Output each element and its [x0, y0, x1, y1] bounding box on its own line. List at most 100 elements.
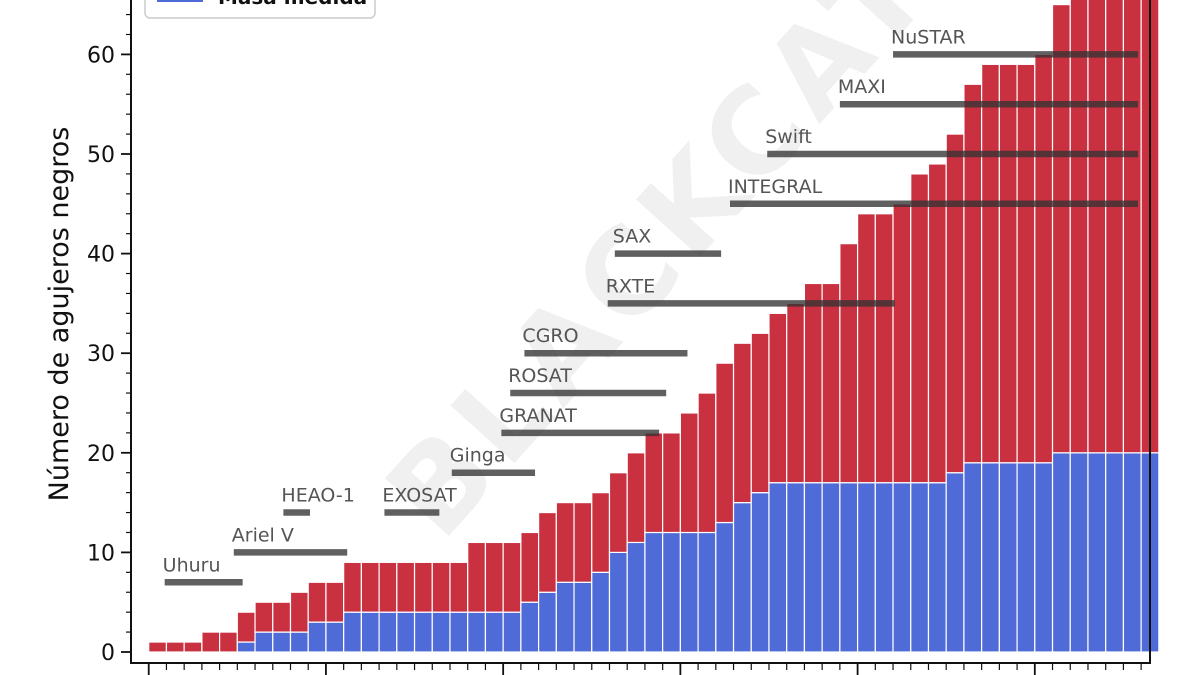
- bar-sin-masa: [325, 581, 345, 623]
- bar-sin-masa: [467, 541, 487, 613]
- bar-sin-masa: [555, 502, 575, 583]
- bar-masa-medida: [360, 611, 380, 653]
- mission-label: GRANAT: [499, 405, 577, 427]
- mission-label: EXOSAT: [382, 485, 457, 507]
- bar-sin-masa: [343, 561, 362, 613]
- mission-label: RXTE: [606, 275, 656, 297]
- y-tick-label: 40: [87, 243, 115, 268]
- bar-masa-medida: [626, 541, 646, 653]
- bar-sin-masa: [856, 213, 876, 484]
- bar-masa-medida: [396, 611, 416, 653]
- bar-sin-masa: [892, 203, 912, 484]
- bar-masa-medida: [608, 551, 628, 653]
- bar-masa-medida: [343, 611, 362, 653]
- mission-label: Swift: [765, 126, 812, 148]
- bar-sin-masa: [591, 492, 611, 573]
- bar-masa-medida: [981, 462, 1000, 653]
- bar-masa-medida: [998, 462, 1018, 653]
- bar-masa-medida: [537, 591, 557, 653]
- bar-sin-masa: [1087, 0, 1107, 454]
- y-tick-label: 20: [87, 442, 115, 467]
- bar-sin-masa: [608, 472, 628, 554]
- bar-sin-masa: [413, 561, 433, 613]
- mission-label: Ginga: [450, 445, 506, 467]
- bar-sin-masa: [236, 611, 256, 643]
- bar-sin-masa: [750, 332, 770, 494]
- bar-masa-medida: [803, 482, 823, 653]
- bar-masa-medida: [1034, 462, 1054, 653]
- bar-masa-medida: [821, 482, 841, 653]
- bar-sin-masa: [803, 282, 823, 484]
- bar-masa-medida: [1105, 452, 1125, 653]
- bar-sin-masa: [839, 243, 859, 484]
- bar-masa-medida: [963, 462, 983, 653]
- y-axis-label: Número de agujeros negros: [44, 127, 75, 502]
- bar-sin-masa: [1016, 63, 1036, 464]
- bar-sin-masa: [1122, 0, 1142, 454]
- bar-masa-medida: [573, 581, 593, 653]
- bar-masa-medida: [856, 482, 876, 653]
- bar-sin-masa: [927, 163, 947, 484]
- mission-label: NuSTAR: [891, 26, 966, 48]
- bar-masa-medida: [272, 631, 292, 653]
- legend-swatch-masa-medida: [157, 0, 203, 2]
- bar-masa-medida: [254, 631, 274, 653]
- bar-sin-masa: [768, 312, 788, 484]
- bar-masa-medida: [927, 482, 947, 653]
- mission-label: ROSAT: [508, 365, 572, 387]
- bar-sin-masa: [520, 531, 540, 603]
- bar-sin-masa: [449, 561, 469, 613]
- bar-masa-medida: [892, 482, 912, 653]
- bar-sin-masa: [998, 63, 1018, 464]
- bar-sin-masa: [1051, 3, 1071, 454]
- mission-bars: Uhuru Ariel V HEAO-1 EXOSAT Ginga GRANAT ROSAT…: [163, 26, 1138, 586]
- bar-masa-medida: [839, 482, 859, 653]
- bar-sin-masa: [183, 641, 203, 653]
- bar-sin-masa: [272, 601, 292, 633]
- bar-sin-masa: [201, 631, 221, 653]
- bar-masa-medida: [786, 482, 806, 653]
- mission-label: CGRO: [522, 325, 578, 347]
- bar-masa-medida: [1051, 452, 1071, 653]
- bar-masa-medida: [502, 611, 522, 653]
- bar-sin-masa: [431, 561, 451, 613]
- bar-masa-medida: [1069, 452, 1089, 653]
- bar-masa-medida: [750, 492, 770, 653]
- bar-masa-medida: [431, 611, 451, 653]
- y-tick-label: 50: [87, 143, 115, 168]
- bar-sin-masa: [786, 302, 806, 484]
- mission-label: HEAO-1: [281, 485, 354, 507]
- bar-sin-masa: [910, 173, 930, 484]
- bar-masa-medida: [768, 482, 788, 653]
- legend: Masa medida: [144, 0, 376, 19]
- bar-masa-medida: [555, 581, 575, 653]
- bar-sin-masa: [644, 432, 664, 534]
- bar-sin-masa: [963, 83, 983, 464]
- bar-sin-masa: [254, 601, 274, 633]
- bar-sin-masa: [945, 133, 965, 474]
- y-tick-label: 0: [101, 641, 115, 666]
- bar-masa-medida: [325, 621, 345, 653]
- bar-masa-medida: [307, 621, 327, 653]
- bar-sin-masa: [502, 541, 522, 613]
- bar-sin-masa: [662, 432, 681, 534]
- y-tick-label: 60: [87, 43, 115, 68]
- bar-masa-medida: [662, 531, 681, 653]
- bar-masa-medida: [644, 531, 664, 653]
- bar-masa-medida: [874, 482, 894, 653]
- bar-masa-medida: [715, 521, 735, 653]
- bar-sin-masa: [378, 561, 398, 613]
- bar-sin-masa: [289, 591, 309, 633]
- bar-sin-masa: [821, 282, 841, 484]
- bar-masa-medida: [945, 472, 965, 653]
- bar-sin-masa: [360, 561, 380, 613]
- bar-masa-medida: [1122, 452, 1142, 653]
- bar-sin-masa: [1105, 0, 1125, 454]
- bar-sin-masa: [537, 511, 557, 593]
- y-tick-label: 30: [87, 342, 115, 367]
- bar-sin-masa: [679, 412, 699, 534]
- bar-sin-masa: [1034, 53, 1054, 464]
- bar-sin-masa: [573, 502, 593, 583]
- mission-label: Uhuru: [163, 554, 221, 576]
- mission-label: MAXI: [838, 76, 886, 98]
